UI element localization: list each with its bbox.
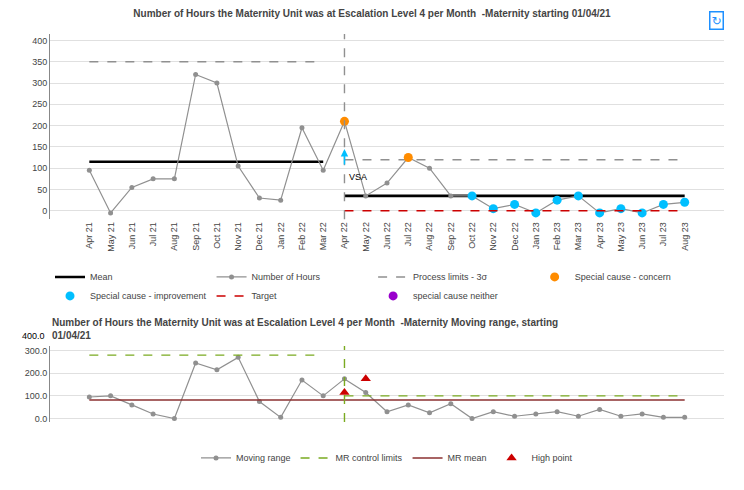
svg-text:Mar 23: Mar 23 <box>573 222 583 250</box>
svg-text:Sep 21: Sep 21 <box>191 222 201 251</box>
svg-text:Process limits - 3σ: Process limits - 3σ <box>413 272 488 282</box>
svg-text:0: 0 <box>42 206 47 216</box>
svg-text:50: 50 <box>37 185 47 195</box>
svg-text:Number of Hours the Maternity: Number of Hours the Maternity Unit was a… <box>52 317 558 341</box>
svg-text:Nov 22: Nov 22 <box>488 222 498 251</box>
svg-text:100: 100 <box>32 163 47 173</box>
svg-text:MR control limits: MR control limits <box>336 453 403 463</box>
svg-text:Jul 23: Jul 23 <box>658 222 668 246</box>
svg-text:May 23: May 23 <box>616 222 626 252</box>
svg-text:0.0: 0.0 <box>35 414 48 424</box>
svg-text:Jan 22: Jan 22 <box>276 222 286 249</box>
svg-text:Nov 21: Nov 21 <box>233 222 243 251</box>
svg-text:Aug 22: Aug 22 <box>424 222 434 251</box>
svg-text:Oct 22: Oct 22 <box>467 222 477 249</box>
svg-text:Mean: Mean <box>90 272 113 282</box>
svg-text:MR mean: MR mean <box>448 453 487 463</box>
svg-text:Jun 22: Jun 22 <box>382 222 392 249</box>
svg-text:Aug 21: Aug 21 <box>169 222 179 251</box>
svg-text:Jun 21: Jun 21 <box>127 222 137 249</box>
svg-text:Jun 23: Jun 23 <box>637 222 647 249</box>
svg-text:Apr 21: Apr 21 <box>84 222 94 249</box>
svg-text:May 21: May 21 <box>106 222 116 252</box>
svg-text:special cause neither: special cause neither <box>413 291 498 301</box>
svg-text:Special cause - improvement: Special cause - improvement <box>90 291 207 301</box>
svg-text:Jul 22: Jul 22 <box>403 222 413 246</box>
svg-text:100.0: 100.0 <box>25 391 48 401</box>
svg-text:Target: Target <box>252 291 278 301</box>
svg-text:May 22: May 22 <box>361 222 371 252</box>
svg-text:Aug 23: Aug 23 <box>680 222 690 251</box>
svg-text:300.0: 300.0 <box>25 346 48 356</box>
svg-text:Special cause - concern: Special cause - concern <box>575 272 671 282</box>
svg-text:400.0: 400.0 <box>22 331 45 341</box>
svg-text:150: 150 <box>32 142 47 152</box>
svg-text:Feb 22: Feb 22 <box>297 222 307 250</box>
svg-text:Sep 22: Sep 22 <box>446 222 456 251</box>
svg-text:Apr 23: Apr 23 <box>595 222 605 249</box>
svg-text:Number of Hours the Maternity: Number of Hours the Maternity Unit was a… <box>133 8 611 19</box>
svg-text:200: 200 <box>32 121 47 131</box>
svg-text:Dec 21: Dec 21 <box>254 222 264 251</box>
svg-text:↻: ↻ <box>712 14 722 28</box>
svg-text:Dec 22: Dec 22 <box>510 222 520 251</box>
svg-text:Moving range: Moving range <box>236 453 291 463</box>
svg-text:350: 350 <box>32 57 47 67</box>
svg-text:High point: High point <box>532 453 573 463</box>
svg-text:Number of Hours: Number of Hours <box>252 272 321 282</box>
svg-text:Feb 23: Feb 23 <box>552 222 562 250</box>
svg-text:Apr 22: Apr 22 <box>339 222 349 249</box>
svg-text:Jul 21: Jul 21 <box>148 222 158 246</box>
svg-text:250: 250 <box>32 99 47 109</box>
svg-text:200.0: 200.0 <box>25 368 48 378</box>
svg-text:Jan 23: Jan 23 <box>531 222 541 249</box>
svg-text:300: 300 <box>32 78 47 88</box>
svg-text:VSA: VSA <box>349 172 367 182</box>
svg-text:Oct 21: Oct 21 <box>212 222 222 249</box>
svg-text:400: 400 <box>32 36 47 46</box>
svg-text:Mar 22: Mar 22 <box>318 222 328 250</box>
